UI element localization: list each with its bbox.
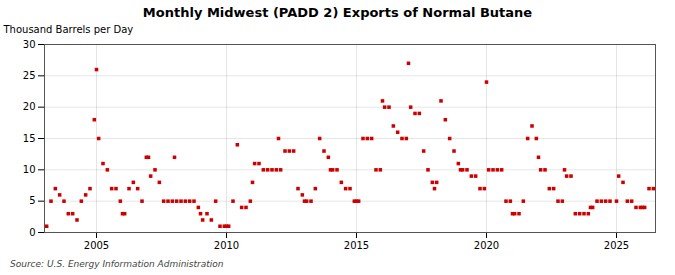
svg-text:20: 20 <box>23 101 36 112</box>
html-text:Monthly Midwest (PADD 2) Expor: Monthly Midwest (PADD 2) Exports of Norm… <box>142 5 533 20</box>
svg-text:25: 25 <box>23 70 36 81</box>
svg-text:10: 10 <box>23 164 36 175</box>
svg-text:Thousand Barrels per Day: Thousand Barrels per Day <box>3 24 134 35</box>
html-text:Source: U.S. Energy Informatio: Source: U.S. Energy Information Administ… <box>10 259 224 269</box>
svg-text:0: 0 <box>29 227 35 238</box>
svg-text:15: 15 <box>23 133 36 144</box>
svg-text:2005: 2005 <box>84 240 109 251</box>
svg-text:30: 30 <box>23 39 36 50</box>
svg-text:2015: 2015 <box>344 240 369 251</box>
svg-text:2025: 2025 <box>604 240 629 251</box>
svg-text:2010: 2010 <box>214 240 239 251</box>
svg-text:5: 5 <box>29 195 35 206</box>
svg-text:2020: 2020 <box>474 240 499 251</box>
